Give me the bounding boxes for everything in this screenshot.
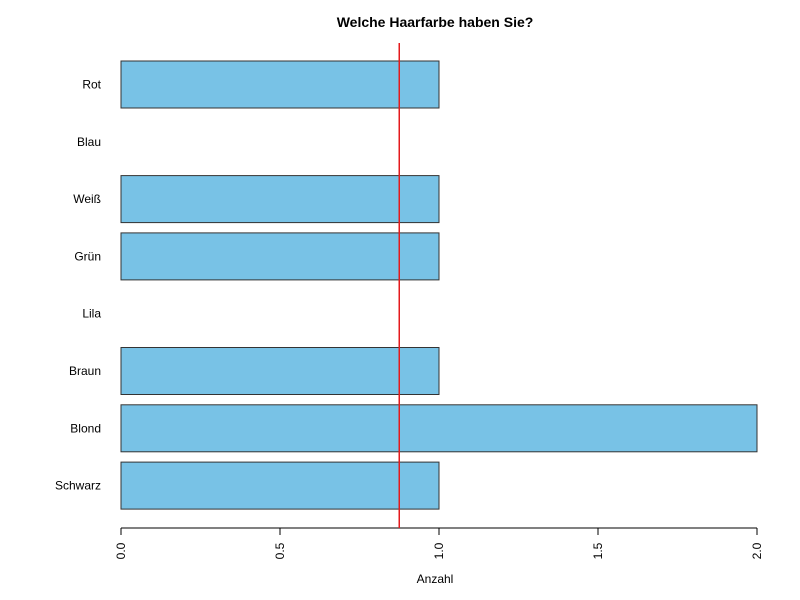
x-tick-label: 0.5 (273, 542, 287, 559)
bar-6 (120, 404, 758, 453)
x-tick-label: 2.0 (750, 542, 764, 559)
bar-7 (120, 461, 440, 510)
x-axis-label: Anzahl (417, 572, 454, 586)
x-tick-label: 0.0 (114, 542, 128, 559)
category-label: Braun (69, 364, 101, 378)
bar-3 (120, 232, 440, 281)
x-axis: 0.0 0.5 1.0 1.5 2.0 (114, 527, 764, 559)
x-tick-label: 1.0 (432, 542, 446, 559)
category-label: Lila (82, 307, 101, 321)
category-label: Weiß (73, 192, 101, 206)
category-label: Schwarz (55, 479, 101, 493)
category-label: Blond (70, 421, 101, 435)
category-label: Rot (82, 78, 101, 92)
chart-title: Welche Haarfarbe haben Sie? (337, 14, 534, 30)
bar-0 (120, 60, 440, 109)
bar-5 (120, 347, 440, 395)
category-labels: Rot Blau Weiß Grün Lila Braun Blond Schwarz (55, 78, 102, 493)
bar-2 (120, 175, 440, 224)
x-tick-label: 1.5 (591, 542, 605, 559)
bars-group (120, 60, 758, 510)
category-label: Blau (77, 135, 101, 149)
category-label: Grün (74, 249, 101, 263)
